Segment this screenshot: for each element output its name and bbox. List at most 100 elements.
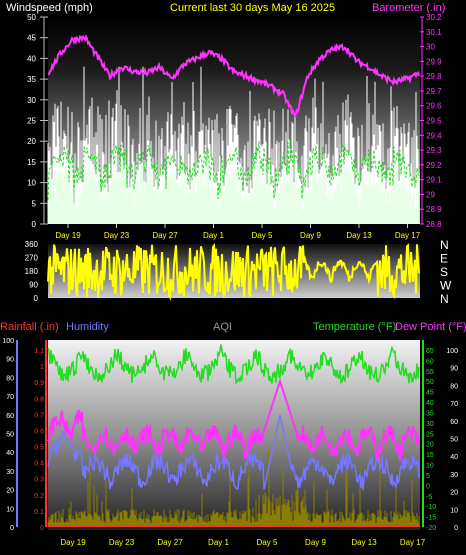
legend-temperature: Temperature (°F)	[313, 321, 396, 333]
humidity-tick-label: 20	[6, 488, 14, 495]
barometer-tick-label: 29.9	[426, 57, 442, 66]
barometer-tick-label: 29.8	[426, 72, 442, 81]
wind-x-label: Day 1	[203, 231, 224, 240]
barometer-tick-label: 30.1	[426, 28, 442, 37]
dew-point-tick-label: 40	[450, 454, 458, 461]
climate-x-label: Day 19	[60, 538, 86, 547]
temperature-tick-label: -5	[426, 494, 432, 501]
barometer-tick-label: 29.2	[426, 161, 442, 170]
barometer-tick-label: 30.2	[426, 13, 442, 22]
wind-tick-label: 45	[27, 34, 36, 43]
dew-point-tick-label: 30	[450, 472, 458, 479]
temperature-tick-label: 10	[426, 463, 434, 470]
rainfall-tick-label: 0.3	[34, 477, 44, 484]
temperature-tick-label: 60	[426, 358, 434, 365]
wind-x-label: Day 17	[395, 231, 421, 240]
climate-x-label: Day 1	[208, 538, 229, 547]
compass-label: N	[440, 238, 449, 252]
direction-tick-label: 180	[25, 267, 39, 276]
temperature-tick-label: 0	[426, 483, 430, 490]
climate-x-label: Day 27	[157, 538, 183, 547]
compass-label: W	[440, 279, 452, 293]
barometer-tick-label: 29.5	[426, 117, 442, 126]
wind-x-label: Day 5	[252, 231, 273, 240]
rainfall-tick-label: 0.8	[34, 396, 44, 403]
temperature-tick-label: -20	[426, 525, 436, 532]
rainfall-tick-label: 0.1	[34, 509, 44, 516]
dew-point-tick-label: 90	[450, 366, 458, 373]
wind-x-label: Day 13	[346, 231, 372, 240]
humidity-tick-label: 90	[6, 357, 14, 364]
climate-x-label: Day 13	[351, 538, 377, 547]
wind-average-line	[47, 140, 420, 200]
temperature-tick-label: 15	[426, 452, 434, 459]
direction-tick-label: 90	[29, 281, 38, 290]
dew-point-tick-label: 20	[450, 490, 458, 497]
temperature-tick-label: 50	[426, 379, 434, 386]
climate-legend: Rainfall (.in) Humidity AQI Temperature …	[0, 321, 466, 333]
climate-x-label: Day 9	[305, 538, 326, 547]
temperature-tick-label: 45	[426, 390, 434, 397]
climate-x-label: Day 5	[257, 538, 278, 547]
wind-x-label: Day 9	[300, 231, 321, 240]
temperature-tick-label: 35	[426, 410, 434, 417]
dew-point-tick-label: 50	[450, 437, 458, 444]
wind-average-area	[47, 163, 420, 224]
barometer-axis-title: Barometer (.in)	[372, 2, 445, 14]
temperature-tick-label: 55	[426, 369, 434, 376]
dew-point-tick-label: 60	[450, 419, 458, 426]
temperature-tick-label: 30	[426, 421, 434, 428]
humidity-tick-label: 100	[2, 338, 14, 345]
humidity-tick-label: 70	[6, 394, 14, 401]
wind-tick-label: 20	[27, 137, 36, 146]
rainfall-tick-label: 0.5	[34, 445, 44, 452]
legend-aqi: AQI	[213, 321, 232, 333]
dew-point-tick-label: 0	[454, 525, 458, 532]
temperature-line	[47, 344, 420, 385]
wind-tick-label: 0	[32, 220, 37, 229]
climate-x-label: Day 17	[400, 538, 426, 547]
rainfall-tick-label: 0.4	[34, 461, 44, 468]
rainfall-tick-label: 0.9	[34, 380, 44, 387]
rainfall-tick-label: 0.2	[34, 493, 44, 500]
wind-panel: 0 5 10 15 20 25 30 35 40 45 50 28.8 28.9 29 29.1 29.2 2…	[27, 13, 442, 240]
rainfall-tick-label: 1	[40, 364, 44, 371]
dew-point-line	[47, 377, 420, 462]
dew-point-tick-label: 100	[446, 348, 458, 355]
climate-x-label: Day 23	[109, 538, 135, 547]
rainfall-tick-label: 0	[40, 525, 44, 532]
rainfall-tick-label: 0.7	[34, 412, 44, 419]
humidity-tick-label: 50	[6, 432, 14, 439]
legend-rainfall: Rainfall (.in)	[0, 321, 59, 333]
temperature-tick-label: 25	[426, 431, 434, 438]
humidity-tick-label: 0	[10, 525, 14, 532]
barometer-tick-label: 30	[426, 43, 435, 52]
humidity-tick-label: 80	[6, 375, 14, 382]
legend-dew-point: Dew Point (°F)	[395, 321, 466, 333]
wind-tick-label: 30	[27, 96, 36, 105]
temperature-tick-label: 40	[426, 400, 434, 407]
humidity-tick-label: 40	[6, 450, 14, 457]
barometer-tick-label: 29	[426, 190, 435, 199]
wind-tick-label: 40	[27, 54, 36, 63]
barometer-tick-label: 29.1	[426, 176, 442, 185]
wind-direction-line	[47, 242, 420, 302]
humidity-tick-label: 10	[6, 506, 14, 513]
humidity-line	[47, 414, 420, 491]
temperature-tick-label: 5	[426, 473, 430, 480]
wind-tick-label: 50	[27, 13, 36, 22]
barometer-tick-label: 29.4	[426, 131, 442, 140]
barometer-tick-label: 28.8	[426, 220, 442, 229]
compass-label: E	[440, 252, 448, 266]
wind-axis-title: Windspeed (mph)	[6, 2, 93, 14]
wind-x-label: Day 23	[104, 231, 130, 240]
humidity-tick-label: 60	[6, 413, 14, 420]
dew-point-tick-label: 80	[450, 383, 458, 390]
wind-tick-label: 35	[27, 75, 36, 84]
dew-point-tick-label: 70	[450, 401, 458, 408]
olive-series	[47, 450, 420, 527]
barometer-tick-label: 29.7	[426, 87, 442, 96]
